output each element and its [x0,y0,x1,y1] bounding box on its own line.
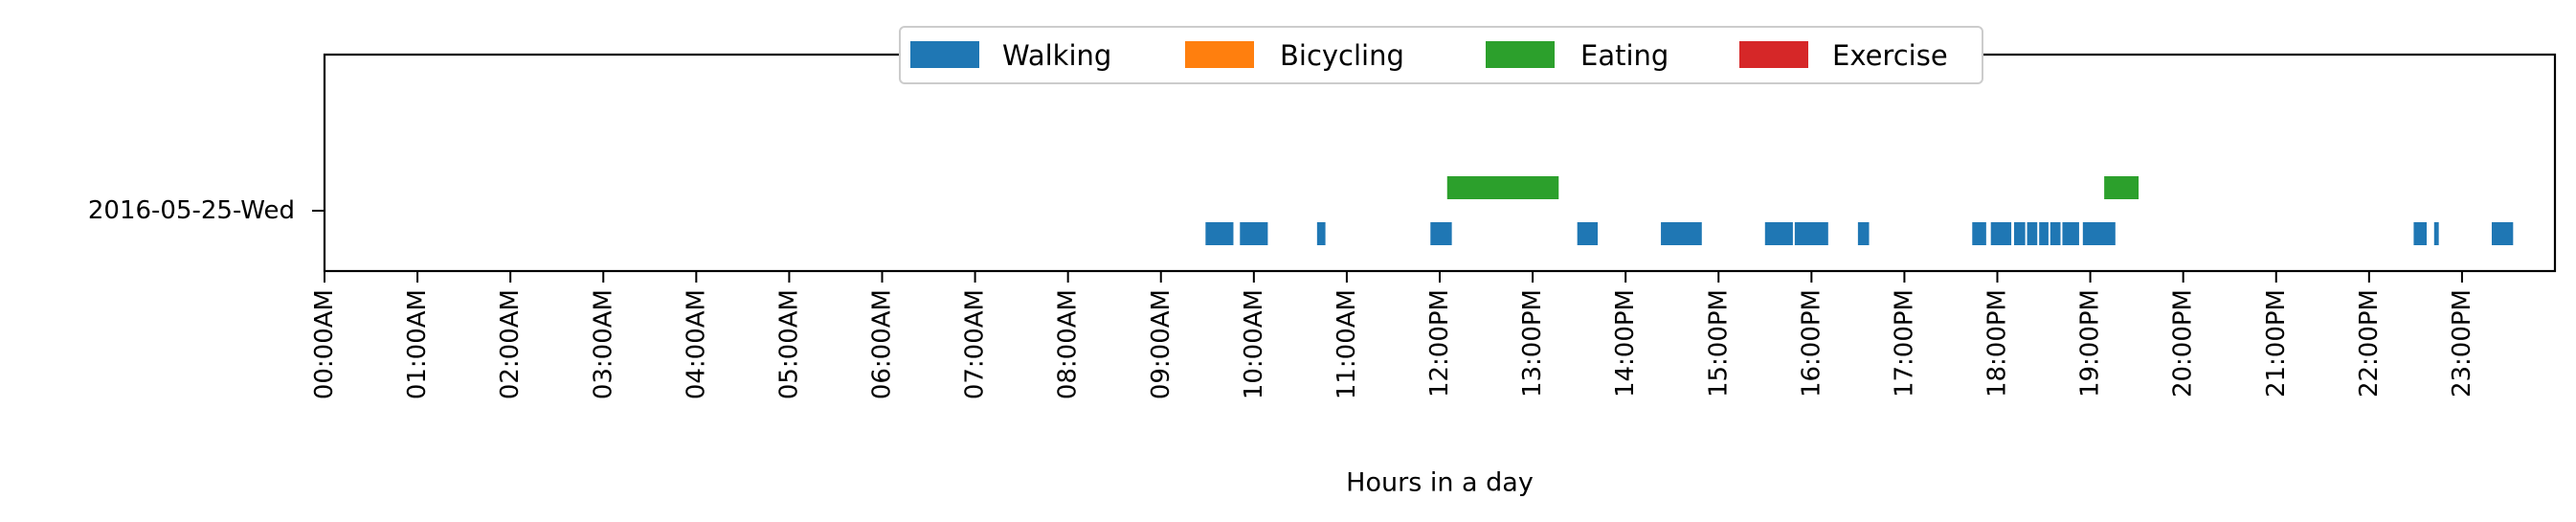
x-tick-label: 14:00PM [1611,289,1640,397]
legend: Walking Bicycling Eating Exercise [899,26,1983,84]
x-tick-label: 01:00AM [403,289,432,399]
walking-bar [2491,222,2514,245]
x-tick-label: 12:00PM [1425,289,1454,397]
walking-legend-swatch [910,41,979,68]
legend-box [899,26,1983,84]
x-tick-label: 02:00AM [496,289,525,399]
eating-legend-label: Eating [1580,39,1669,72]
x-tick-label: 17:00PM [1890,289,1918,397]
walking-bar [1240,222,1268,245]
walking-bar [2050,222,2061,245]
bicycling-legend-label: Bicycling [1280,39,1404,72]
walking-bar [2433,222,2439,245]
eating-bar [1446,176,1559,199]
x-tick-label: 23:00PM [2448,289,2476,397]
eating-bar [2104,176,2139,199]
walking-bar [2082,222,2116,245]
x-tick-label: 05:00AM [774,289,803,399]
x-tick-label: 04:00AM [682,289,710,399]
x-tick-label: 18:00PM [1983,289,2012,397]
walking-bar [1794,222,1828,245]
x-tick-label: 07:00AM [961,289,990,399]
x-tick-label: 19:00PM [2076,289,2105,397]
walking-bar [2413,222,2428,245]
x-tick-label: 03:00AM [589,289,617,399]
walking-bar [2062,222,2079,245]
walking-bar [1205,222,1234,245]
y-tick-label: 2016-05-25-Wed [88,196,295,225]
x-tick-label: 22:00PM [2355,289,2384,397]
x-tick-label: 00:00AM [310,289,339,399]
walking-bar [2039,222,2049,245]
exercise-legend-label: Exercise [1832,39,1948,72]
walking-bar [1972,222,1986,245]
y-axis: 2016-05-25-Wed [88,196,325,225]
x-tick-label: 16:00PM [1797,289,1826,397]
x-tick-label: 06:00AM [868,289,897,399]
x-tick-label: 13:00PM [1518,289,1547,397]
walking-bar [2027,222,2038,245]
x-tick-label: 10:00AM [1240,289,1268,399]
x-tick-label: 21:00PM [2262,289,2291,397]
x-axis-ticks: 00:00AM 01:00AM 02:00AM 03:00AM 04:00AM 05:00… [310,271,2476,399]
x-tick-label: 20:00PM [2169,289,2198,397]
walking-bar [1430,222,1452,245]
exercise-legend-swatch [1739,41,1808,68]
bicycling-legend-swatch [1185,41,1254,68]
x-tick-label: 11:00AM [1333,289,1361,399]
x-tick-label: 15:00PM [1704,289,1733,397]
walking-bar [1764,222,1793,245]
x-tick-label: 09:00AM [1147,289,1176,399]
x-axis-label: Hours in a day [1346,468,1534,498]
walking-legend-label: Walking [1002,39,1111,72]
walking-bar [1661,222,1702,245]
x-tick-label: 08:00AM [1054,289,1083,399]
walking-bar [1990,222,2012,245]
walking-bar [1577,222,1599,245]
eating-legend-swatch [1486,41,1555,68]
walking-bar [1316,222,1326,245]
walking-bar [1857,222,1870,245]
walking-bar [2013,222,2026,245]
activity-bars [1205,176,2514,245]
